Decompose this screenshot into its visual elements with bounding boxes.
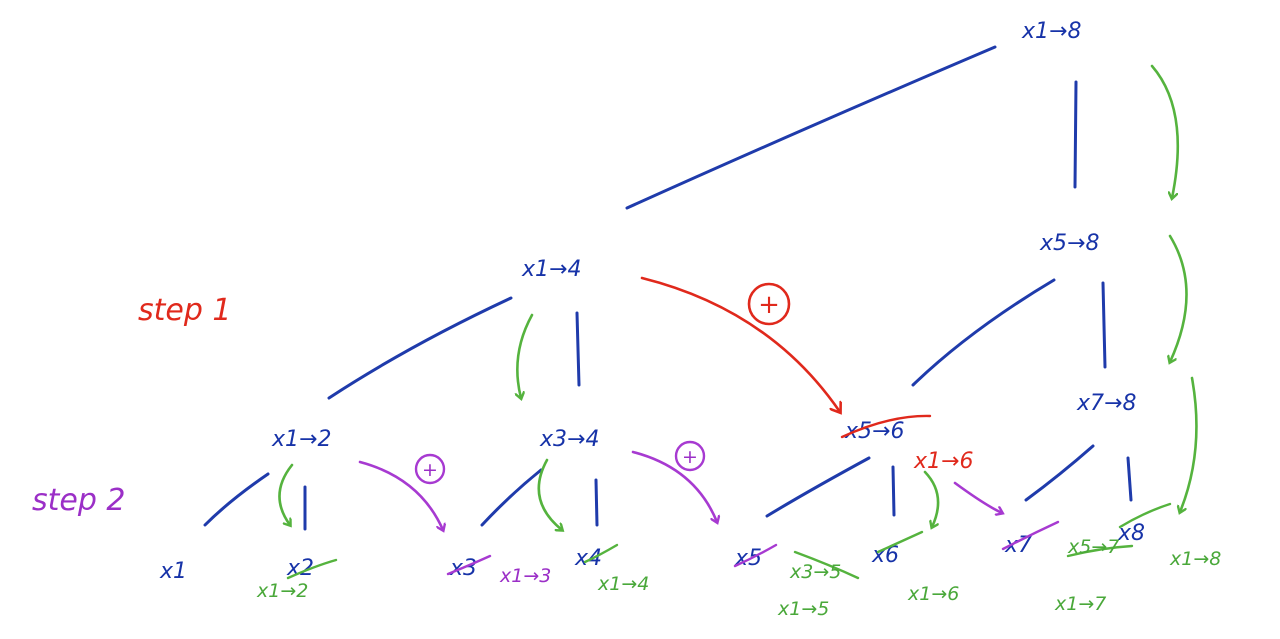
purple-arrow-x1-2-to-x3 xyxy=(358,460,443,530)
node-x4: x4 xyxy=(574,546,602,571)
green-strike-x6 xyxy=(876,530,924,554)
node-x5: x5 xyxy=(734,546,762,571)
node-x1-2: x1→2 xyxy=(271,427,331,452)
green-strike-x3-5 xyxy=(793,550,860,580)
plus-circle-red-symbol: + xyxy=(758,290,780,320)
green-arrow-x5-8-to-x7-8 xyxy=(1170,234,1188,362)
plus-circle-purple-1: + xyxy=(414,453,446,485)
node-x6: x6 xyxy=(871,543,899,568)
green-strike-x5-7 xyxy=(1066,544,1134,558)
annotation-green-x3-5: x3→5 xyxy=(789,561,841,583)
edge-x1-4-to-x1-2 xyxy=(327,296,513,400)
node-x1-8: x1→8 xyxy=(1021,19,1081,44)
red-arrow-x1-4-to-x5-6 xyxy=(640,276,840,412)
plus-circle-purple-2: + xyxy=(674,440,706,472)
edge-x7-8-to-x8 xyxy=(1126,456,1133,502)
annotation-green-x1-2: x1→2 xyxy=(256,580,308,602)
plus-circle-purple-2-symbol: + xyxy=(682,446,698,468)
green-arrow-x5-6-to-x6 xyxy=(923,470,940,527)
edge-x5-6-to-x5 xyxy=(765,456,871,518)
edge-x1-4-to-x3-4 xyxy=(575,311,581,387)
edge-x3-4-to-x3 xyxy=(480,468,543,527)
annotation-purple-x1-3: x1→3 xyxy=(499,565,551,587)
purple-strike-x7 xyxy=(1001,520,1060,551)
edge-x7-8-to-x7 xyxy=(1024,444,1095,502)
green-strike-x2 xyxy=(286,558,338,580)
green-strike-x8 xyxy=(1118,502,1172,529)
edge-x5-6-to-x6 xyxy=(891,465,896,517)
annotation-green-x1-7: x1→7 xyxy=(1054,593,1106,615)
annotation-red-x1-6: x1→6 xyxy=(913,449,973,474)
green-arrow-x7-8-to-x8 xyxy=(1180,376,1198,512)
step-1-label: step 1 xyxy=(138,293,232,328)
edge-x5-8-to-x5-6 xyxy=(911,278,1056,387)
edge-root-to-x5-8 xyxy=(1073,80,1078,189)
green-arrow-x3-4-to-x4 xyxy=(537,458,562,530)
annotation-green-x1-6: x1→6 xyxy=(907,583,959,605)
purple-strike-x5 xyxy=(733,543,778,568)
green-strike-x4 xyxy=(583,543,619,564)
plus-circle-purple-1-symbol: + xyxy=(422,459,438,481)
annotation-green-x1-8: x1→8 xyxy=(1169,548,1221,570)
node-x1: x1 xyxy=(159,559,187,584)
step-2-label: step 2 xyxy=(32,483,126,518)
purple-arrow-x5-6-to-x7 xyxy=(953,481,1002,513)
edge-x5-8-to-x7-8 xyxy=(1101,281,1107,369)
annotation-green-x1-5: x1→5 xyxy=(777,598,829,620)
plus-circle-red: + xyxy=(747,282,791,326)
node-x5-8: x5→8 xyxy=(1039,231,1099,256)
green-arrow-x1-8-to-x5-8 xyxy=(1150,64,1180,198)
red-strike-x5-6 xyxy=(840,414,932,439)
node-x1-4: x1→4 xyxy=(521,257,581,282)
green-arrow-x1-4-to-x3-4 xyxy=(517,313,534,398)
green-arrow-x1-2-to-x2 xyxy=(278,463,294,525)
purple-strike-x3 xyxy=(446,554,492,576)
node-x3-4: x3→4 xyxy=(539,427,599,452)
edge-root-to-x1-4 xyxy=(625,45,997,210)
edge-x1-2-to-x1 xyxy=(203,472,270,527)
annotation-green-x1-4: x1→4 xyxy=(597,573,649,595)
annotation-green-x5-7: x5→7 xyxy=(1067,536,1119,558)
node-x8: x8 xyxy=(1117,521,1145,546)
purple-arrow-x3-4-to-x5 xyxy=(631,450,717,522)
edge-x3-4-to-x4 xyxy=(594,478,599,527)
node-x7-8: x7→8 xyxy=(1076,391,1136,416)
